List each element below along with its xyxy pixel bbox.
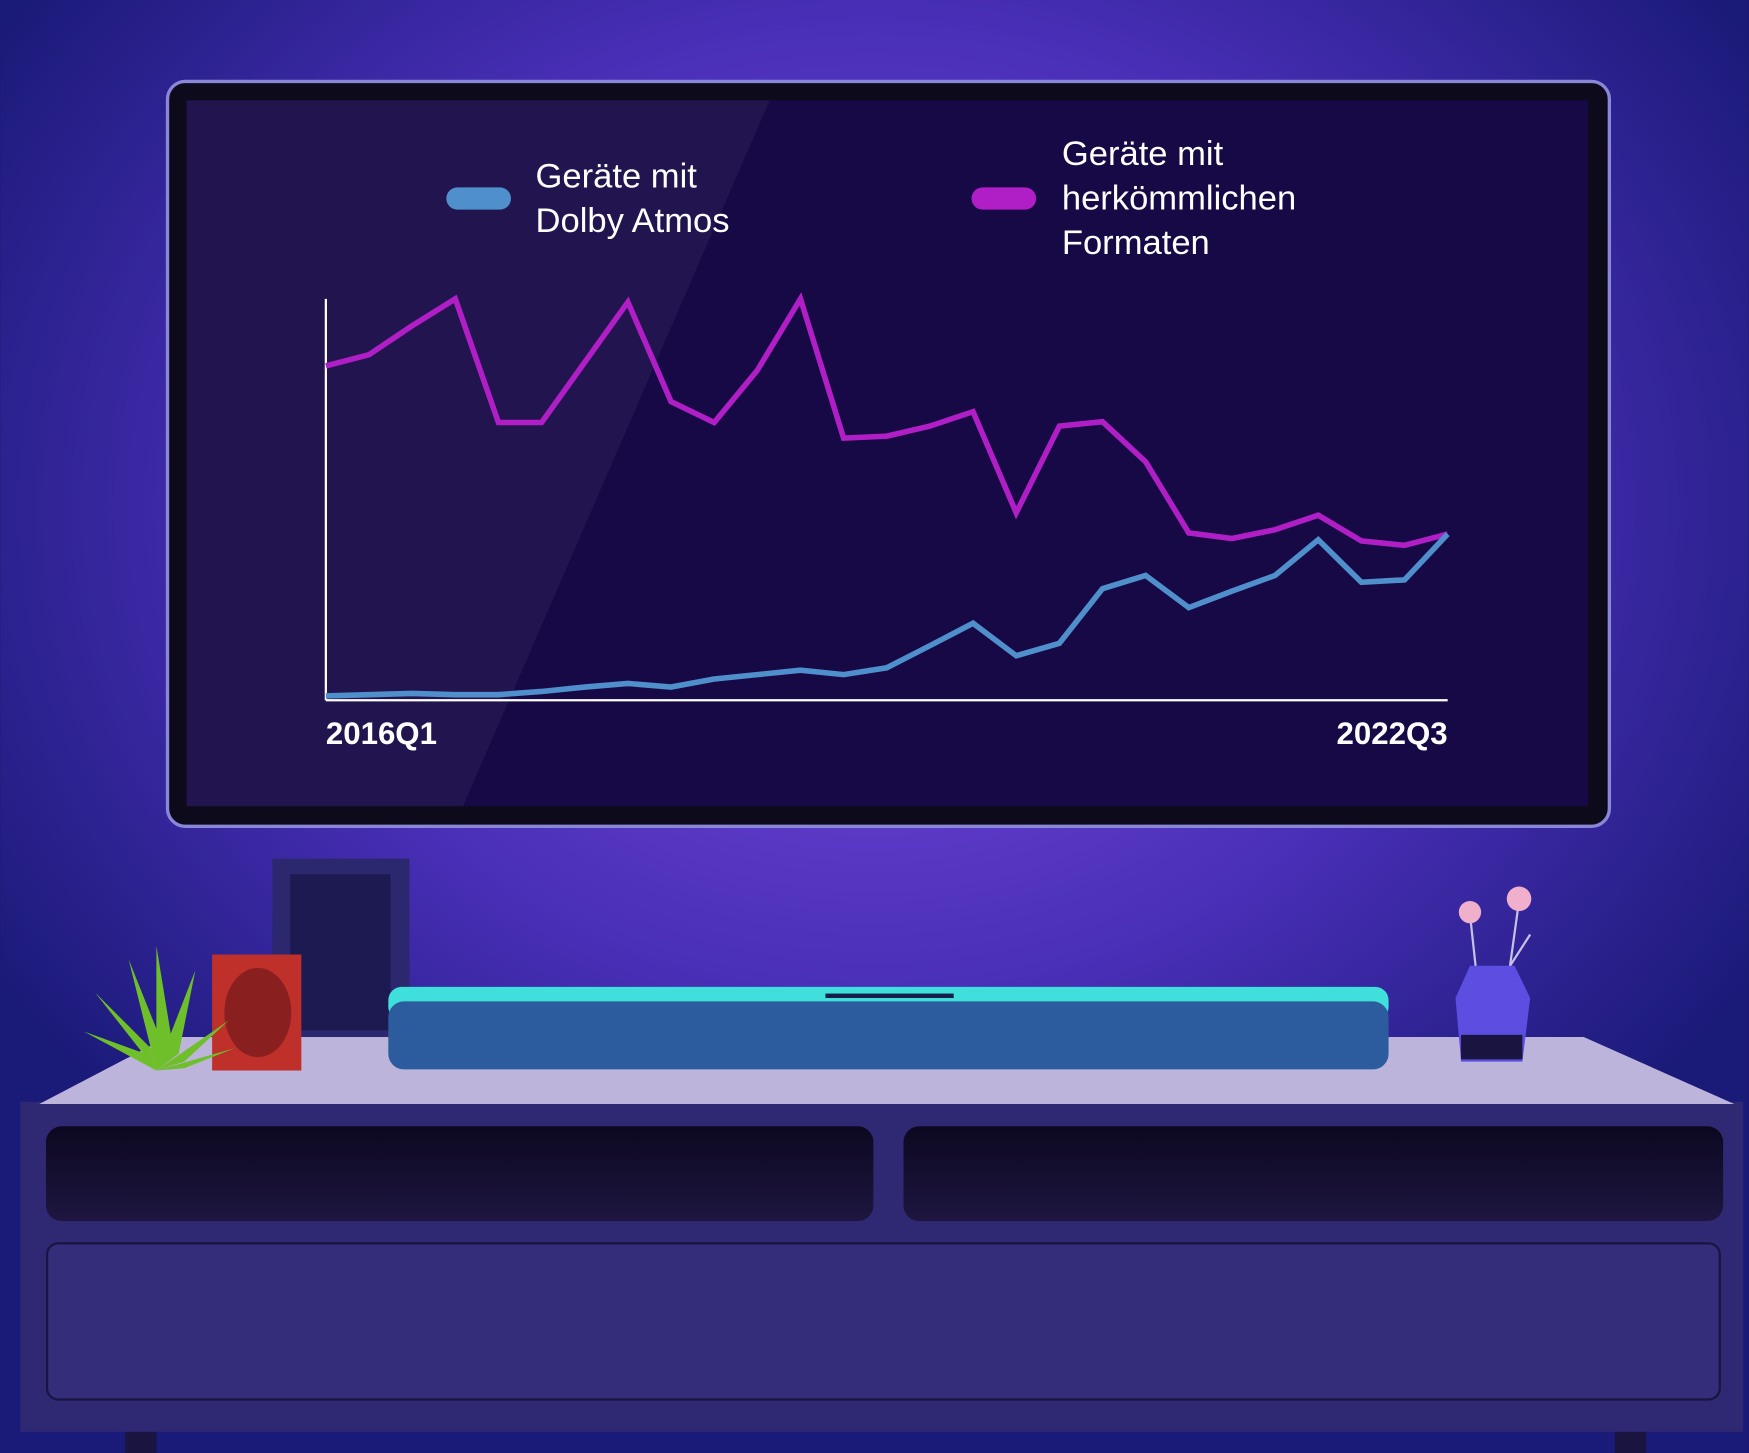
- soundbar-detail: [825, 993, 954, 999]
- chart: Geräte mit Dolby Atmos Geräte mit herköm…: [324, 133, 1450, 751]
- vase: [1455, 886, 1532, 1062]
- cabinet-panel: [45, 1242, 1721, 1401]
- legend-swatch: [971, 187, 1037, 210]
- x-tick-label: 2016Q1: [326, 716, 437, 751]
- plant: [83, 945, 235, 1071]
- tv-screen: [186, 100, 1589, 807]
- x-tick-label: 2022Q3: [1337, 716, 1448, 751]
- drawer: [903, 1126, 1724, 1222]
- screen-sheen: [186, 100, 770, 807]
- line: [325, 532, 1450, 699]
- legend-label-box: Geräte mit Dolby Atmos: [535, 156, 730, 240]
- legend-label: Geräte mit herkömmlichen Formaten: [1061, 133, 1297, 263]
- soundbar-body: [388, 1001, 1389, 1070]
- picture-frame-inner: [290, 874, 391, 1031]
- legend-label: Geräte mit Dolby Atmos: [535, 156, 730, 240]
- red-card-circle: [224, 967, 292, 1058]
- line: [325, 292, 1449, 549]
- legend-label-box: Geräte mit herkömmlichen Formaten: [1061, 133, 1297, 263]
- drawer: [45, 1126, 874, 1222]
- legend-swatch: [446, 187, 511, 210]
